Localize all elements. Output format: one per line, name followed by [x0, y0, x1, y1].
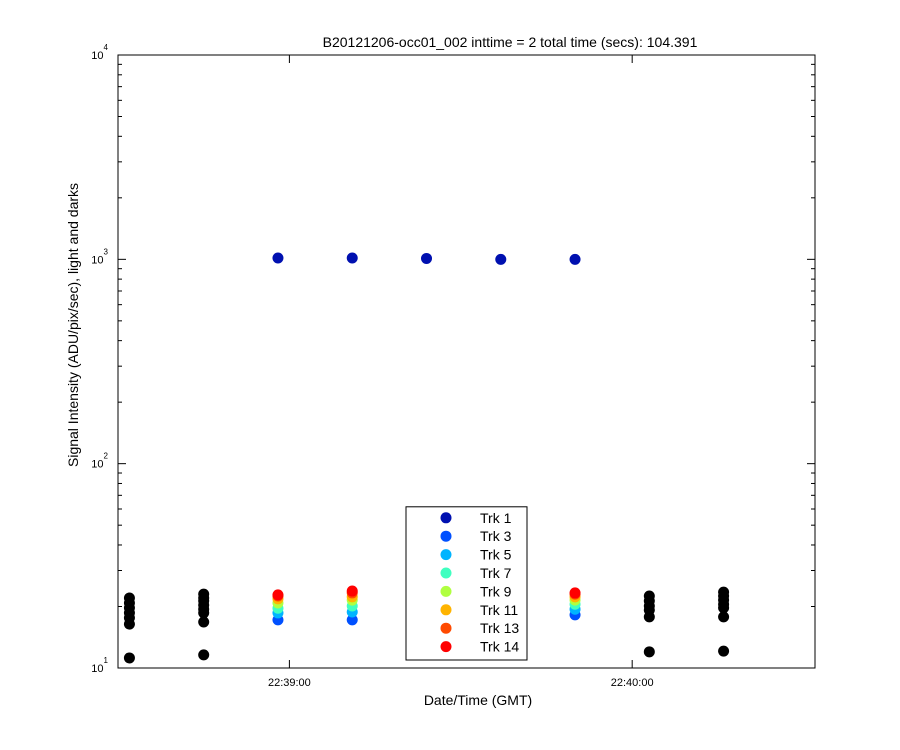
point — [346, 252, 358, 264]
point — [569, 587, 581, 599]
x-axis-label: Date/Time (GMT) — [424, 692, 532, 708]
legend-label: Trk 13 — [480, 620, 519, 636]
legend-marker — [440, 567, 452, 579]
legend-box — [405, 506, 528, 661]
y-axis-label: Signal Intensity (ADU/pix/sec), light an… — [65, 183, 81, 467]
legend-marker — [440, 512, 452, 524]
y-tick-base: 10 — [91, 254, 103, 266]
chart-title: B20121206-occ01_002 inttime = 2 total ti… — [323, 34, 698, 50]
legend-label: Trk 3 — [480, 528, 512, 544]
legend-label: Trk 5 — [480, 547, 512, 563]
y-tick-base: 10 — [91, 663, 103, 675]
point — [123, 618, 135, 630]
legend-marker — [440, 604, 452, 616]
x-tick-label: 22:40:00 — [611, 677, 654, 689]
y-tick-exponent: 3 — [104, 247, 109, 256]
legend-label: Trk 7 — [480, 565, 512, 581]
y-tick-exponent: 2 — [104, 452, 109, 461]
point — [198, 607, 210, 619]
y-tick-exponent: 1 — [104, 656, 109, 665]
point — [569, 253, 581, 265]
legend-label: Trk 14 — [480, 639, 519, 655]
point — [718, 645, 730, 657]
legend-label: Trk 9 — [480, 583, 512, 599]
x-tick-label: 22:39:00 — [268, 677, 311, 689]
point — [643, 611, 655, 623]
y-tick-label: 102 — [91, 452, 108, 471]
legend: Trk 1 Trk 3 Trk 5 Trk 7 Trk 9 Trk 11 Trk 13 Trk… — [405, 506, 528, 661]
point — [198, 616, 210, 628]
y-tick-base: 10 — [91, 50, 103, 62]
point — [272, 589, 284, 601]
point — [495, 253, 507, 265]
y-tick-exponent: 4 — [104, 43, 109, 52]
point — [198, 649, 210, 661]
point — [346, 614, 358, 626]
legend-marker — [440, 622, 452, 634]
y-tick-label: 101 — [91, 656, 108, 675]
point — [421, 252, 433, 264]
point — [346, 585, 358, 597]
legend-marker — [440, 641, 452, 653]
point — [718, 602, 730, 614]
y-tick-label: 103 — [91, 247, 108, 266]
point — [123, 652, 135, 664]
legend-marker — [440, 585, 452, 597]
y-tick-base: 10 — [91, 459, 103, 471]
legend-marker — [440, 530, 452, 542]
point — [643, 646, 655, 658]
point — [718, 611, 730, 623]
point — [272, 252, 284, 264]
legend-label: Trk 11 — [480, 602, 518, 618]
legend-label: Trk 1 — [480, 510, 512, 526]
axes-box — [117, 54, 816, 669]
legend-marker — [440, 549, 452, 561]
y-tick-label: 104 — [91, 43, 108, 62]
